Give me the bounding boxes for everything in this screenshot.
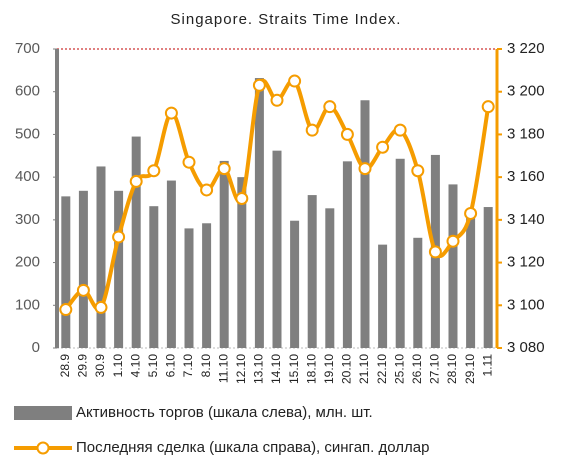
bar xyxy=(395,158,405,348)
line-marker xyxy=(270,93,284,107)
y-tick-label: 200 xyxy=(15,254,40,271)
bar xyxy=(202,223,212,348)
bar xyxy=(413,237,423,348)
x-tick-label: 12.10 xyxy=(234,354,248,384)
line-marker xyxy=(147,164,161,178)
x-tick-label: 18.10 xyxy=(304,354,318,384)
x-tick-label: 22.10 xyxy=(375,354,389,384)
x-tick-label: 19.10 xyxy=(322,354,336,384)
line-marker xyxy=(376,140,390,154)
line-marker xyxy=(305,123,319,137)
y-tick-label: 300 xyxy=(15,211,40,228)
legend-swatch xyxy=(14,406,72,420)
line-marker xyxy=(393,123,407,137)
y-tick-label: 500 xyxy=(15,125,40,142)
line-marker xyxy=(94,300,108,314)
y2-tick-label: 3 120 xyxy=(507,254,545,271)
bar xyxy=(131,136,141,348)
legend-label: Активность торгов (шкала слева), млн. шт… xyxy=(76,404,373,421)
line-marker xyxy=(129,174,143,188)
bar xyxy=(466,213,476,348)
line-marker xyxy=(411,164,425,178)
y-tick-label: 100 xyxy=(15,296,40,313)
y2-tick-label: 3 160 xyxy=(507,168,545,185)
bar xyxy=(307,195,317,348)
line-marker xyxy=(112,230,126,244)
line-marker xyxy=(323,100,337,114)
bar xyxy=(114,190,124,348)
y-tick-label: 0 xyxy=(32,339,40,356)
line-marker xyxy=(288,74,302,88)
bar xyxy=(360,100,370,348)
x-tick-label: 28.10 xyxy=(445,354,459,384)
line-marker xyxy=(235,192,249,205)
x-tick-label: 25.10 xyxy=(392,354,406,384)
bar xyxy=(342,161,352,348)
y2-tick-label: 3 140 xyxy=(507,211,545,228)
bar xyxy=(325,208,335,348)
x-tick-label: 21.10 xyxy=(357,354,371,384)
line-marker xyxy=(200,183,214,197)
x-tick-label: 20.10 xyxy=(340,354,354,384)
x-tick-label: 1.10 xyxy=(111,354,125,378)
bar xyxy=(448,184,458,348)
bar xyxy=(219,160,229,348)
bar xyxy=(254,78,264,348)
y2-tick-label: 3 200 xyxy=(507,83,545,100)
line-marker xyxy=(446,234,460,248)
x-tick-label: 11.10 xyxy=(216,354,230,383)
y-tick-label: 400 xyxy=(15,168,40,185)
x-tick-label: 1.11 xyxy=(480,354,494,377)
x-tick-label: 8.10 xyxy=(199,354,213,378)
x-tick-label: 28.9 xyxy=(58,354,72,378)
chart-title: Singapore. Straits Time Index. xyxy=(171,11,402,28)
bar xyxy=(149,206,159,348)
x-tick-label: 7.10 xyxy=(181,354,195,378)
line-marker xyxy=(340,127,354,141)
legend-swatch xyxy=(36,441,50,455)
bar xyxy=(78,190,88,348)
line-marker xyxy=(59,303,73,317)
line-marker xyxy=(481,100,495,114)
bar xyxy=(483,207,493,348)
y2-tick-label: 3 100 xyxy=(507,296,545,313)
bar xyxy=(272,150,282,348)
bar xyxy=(237,177,247,348)
y2-tick-label: 3 080 xyxy=(507,339,545,356)
line-marker xyxy=(358,162,372,176)
line-marker xyxy=(252,78,266,92)
x-tick-label: 29.9 xyxy=(76,354,90,378)
bar xyxy=(166,180,176,348)
y-tick-label: 700 xyxy=(15,40,40,57)
x-tick-label: 4.10 xyxy=(128,354,142,378)
bar xyxy=(61,196,71,348)
legend-label: Последняя сделка (шкала справа), сингап.… xyxy=(76,439,429,456)
y-tick-label: 600 xyxy=(15,83,40,100)
x-tick-label: 27.10 xyxy=(428,354,442,384)
x-tick-label: 29.10 xyxy=(463,354,477,384)
line-marker xyxy=(164,106,178,120)
x-tick-label: 30.9 xyxy=(93,354,107,378)
y2-tick-label: 3 180 xyxy=(507,125,545,142)
line-marker xyxy=(217,162,231,176)
bar xyxy=(290,220,300,348)
x-tick-label: 26.10 xyxy=(410,354,424,384)
line-marker xyxy=(464,206,478,220)
x-tick-label: 15.10 xyxy=(287,354,301,384)
x-tick-label: 14.10 xyxy=(269,354,283,384)
line-marker xyxy=(428,245,442,259)
line-marker xyxy=(76,283,90,297)
bar xyxy=(184,228,194,348)
x-tick-label: 5.10 xyxy=(146,354,160,378)
x-tick-label: 13.10 xyxy=(252,354,266,384)
bar xyxy=(378,244,388,348)
y2-tick-label: 3 220 xyxy=(507,40,545,57)
line-marker xyxy=(182,155,196,169)
x-tick-label: 6.10 xyxy=(164,354,178,378)
bar xyxy=(96,166,106,348)
